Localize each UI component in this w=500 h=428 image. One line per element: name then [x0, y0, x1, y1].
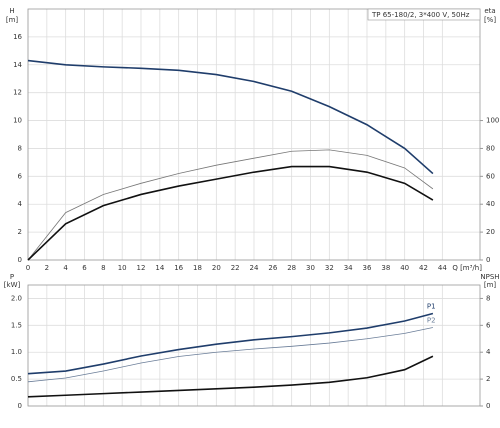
y-tick-label: 10	[13, 117, 22, 125]
y-tick-label: 14	[13, 61, 22, 69]
y2-axis-label: eta	[484, 7, 495, 15]
y-tick-label: 2.0	[11, 294, 22, 302]
y2-tick-label: 80	[486, 144, 495, 152]
annotation: TP 65-180/2, 3*400 V, 50Hz	[371, 11, 470, 19]
x-tick-label: 22	[231, 264, 240, 272]
y2-tick-label: 4	[486, 348, 491, 356]
x-tick-label: 6	[82, 264, 87, 272]
y-tick-label: 1.5	[11, 321, 22, 329]
plot-frame	[27, 284, 481, 407]
y-tick-label: 6	[18, 172, 23, 180]
y2-tick-label: 20	[486, 228, 495, 236]
x-axis-label: Q [m³/h]	[452, 264, 482, 272]
series-line	[27, 165, 434, 261]
y2-tick-label: 6	[486, 321, 491, 329]
y-axis-unit: [m]	[6, 16, 19, 24]
y-tick-label: 0.5	[11, 375, 22, 383]
y-tick-label: 4	[18, 200, 23, 208]
y2-tick-label: 40	[486, 200, 495, 208]
y-tick-label: 0	[18, 402, 22, 410]
y2-tick-label: 2	[486, 375, 490, 383]
x-tick-label: 24	[250, 264, 259, 272]
y2-tick-label: 100	[486, 117, 499, 125]
x-tick-label: 2	[45, 264, 49, 272]
y-tick-label: 12	[13, 89, 22, 97]
x-tick-label: 36	[363, 264, 372, 272]
y-tick-label: 0	[18, 256, 22, 264]
x-tick-label: 30	[306, 264, 315, 272]
series-line	[27, 59, 434, 175]
series-label: P2	[427, 316, 436, 324]
y-tick-label: 16	[13, 33, 22, 41]
y-axis-label: P	[10, 273, 14, 281]
plot-frame	[27, 8, 481, 261]
y-tick-label: 8	[18, 144, 22, 152]
annotation-box	[367, 8, 481, 21]
series-line	[27, 327, 433, 383]
y2-tick-label: 0	[486, 256, 490, 264]
y2-tick-label: 60	[486, 172, 495, 180]
x-tick-label: 12	[137, 264, 146, 272]
y-axis-label: H	[9, 7, 14, 15]
x-tick-label: 34	[344, 264, 353, 272]
y2-axis-unit: [m]	[484, 281, 497, 289]
y-tick-label: 2	[18, 228, 22, 236]
x-tick-label: 28	[287, 264, 296, 272]
x-tick-label: 32	[325, 264, 334, 272]
x-tick-label: 10	[118, 264, 127, 272]
x-tick-label: 26	[268, 264, 277, 272]
y2-axis-label: NPSH	[480, 273, 499, 281]
x-tick-label: 0	[26, 264, 30, 272]
x-tick-label: 16	[174, 264, 183, 272]
x-tick-label: 18	[193, 264, 202, 272]
x-tick-label: 4	[63, 264, 68, 272]
series-line	[27, 312, 434, 375]
series-label: P1	[427, 303, 436, 311]
series-line	[27, 355, 434, 398]
x-tick-label: 8	[101, 264, 105, 272]
x-tick-label: 20	[212, 264, 221, 272]
y-axis-unit: [kW]	[4, 281, 21, 289]
x-tick-label: 40	[400, 264, 409, 272]
x-tick-label: 38	[381, 264, 390, 272]
y-tick-label: 1.0	[11, 348, 22, 356]
y2-tick-label: 0	[486, 402, 490, 410]
x-tick-label: 44	[438, 264, 447, 272]
y2-tick-label: 8	[486, 294, 490, 302]
x-tick-label: 42	[419, 264, 428, 272]
y2-axis-unit: [%]	[484, 16, 496, 24]
x-tick-label: 14	[155, 264, 164, 272]
series-line	[27, 149, 434, 261]
